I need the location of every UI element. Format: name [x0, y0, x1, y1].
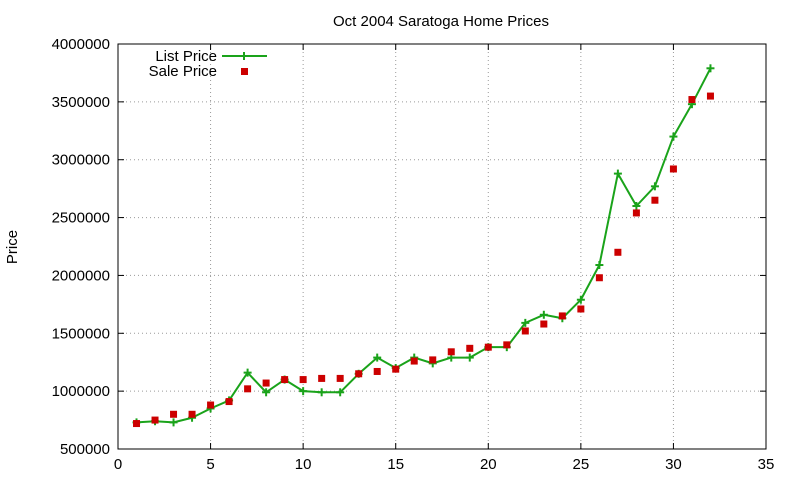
data-point-square [318, 374, 326, 382]
data-point-square [706, 92, 714, 100]
data-point-plus [465, 353, 474, 362]
data-point-square [355, 370, 363, 378]
data-point-plus [299, 387, 308, 396]
data-point-square [484, 343, 492, 351]
data-point-square [447, 348, 455, 356]
x-tick-label: 5 [206, 456, 214, 473]
x-tick-label: 20 [480, 456, 497, 473]
data-point-square [632, 209, 640, 217]
data-point-plus [706, 64, 715, 73]
chart-title: Oct 2004 Saratoga Home Prices [333, 13, 549, 30]
legend: List Price Sale Price [149, 48, 267, 80]
data-point-square [614, 248, 622, 256]
legend-label-list-price: List Price [155, 48, 217, 65]
data-point-plus [669, 132, 678, 141]
y-tick-label: 2500000 [52, 210, 110, 227]
data-point-square [688, 96, 696, 104]
data-point-plus [650, 182, 659, 191]
data-point-plus [169, 418, 178, 427]
legend-marker-list-price [240, 52, 248, 60]
data-point-square [651, 196, 659, 204]
data-point-plus [595, 261, 604, 270]
data-point-square [429, 356, 437, 364]
legend-marker-sale-price [241, 68, 248, 75]
data-point-plus [632, 202, 641, 210]
data-point-square [188, 410, 196, 418]
data-point-square [207, 401, 215, 409]
data-point-square [373, 367, 381, 375]
y-tick-label: 3500000 [52, 94, 110, 111]
data-point-plus [336, 388, 345, 397]
data-point-square [466, 344, 474, 352]
data-point-square [503, 341, 511, 349]
data-point-square [262, 379, 270, 387]
y-tick-label: 1500000 [52, 325, 110, 342]
plot-frame [117, 43, 767, 450]
data-point-square [521, 327, 529, 335]
data-point-square [281, 376, 289, 384]
series-line-plus [132, 64, 715, 427]
data-point-square [336, 374, 344, 382]
y-tick-label: 1000000 [52, 383, 110, 400]
grid-lines [118, 44, 766, 449]
x-tick-label: 25 [573, 456, 590, 473]
data-point-plus [576, 295, 585, 304]
data-point-plus [521, 318, 530, 327]
y-tick-label: 2000000 [52, 267, 110, 284]
data-point-square [540, 320, 548, 328]
data-point-square [410, 357, 418, 365]
data-point-square [558, 312, 566, 320]
data-point-plus [613, 169, 622, 178]
data-point-plus [262, 388, 271, 397]
data-point-square [299, 376, 307, 384]
series-layer [132, 64, 715, 428]
y-tick-label: 500000 [60, 441, 110, 458]
series-square [133, 92, 714, 428]
axis-ticks: 0 5 10 15 20 25 30 35 500000 1000000 1500000 200000… [52, 36, 775, 473]
x-tick-label: 0 [114, 456, 122, 473]
y-tick-label: 3000000 [52, 152, 110, 169]
data-point-square [669, 165, 677, 173]
data-point-square [244, 385, 252, 393]
data-point-square [133, 420, 141, 428]
y-axis-label: Price [4, 230, 21, 264]
series-line [136, 67, 712, 424]
x-tick-label: 35 [758, 456, 775, 473]
x-tick-label: 30 [665, 456, 682, 473]
data-point-plus [243, 368, 252, 377]
y-tick-label: 4000000 [52, 36, 110, 53]
legend-label-sale-price: Sale Price [149, 63, 217, 80]
data-point-square [595, 274, 603, 282]
x-tick-label: 15 [387, 456, 404, 473]
x-tick-label: 10 [295, 456, 312, 473]
data-point-square [151, 416, 159, 424]
data-point-square [170, 410, 178, 418]
data-point-plus [317, 388, 326, 397]
data-point-plus [539, 310, 548, 319]
data-point-square [392, 365, 400, 373]
data-point-square [577, 305, 585, 313]
data-point-plus [373, 353, 382, 362]
data-point-square [225, 398, 233, 406]
